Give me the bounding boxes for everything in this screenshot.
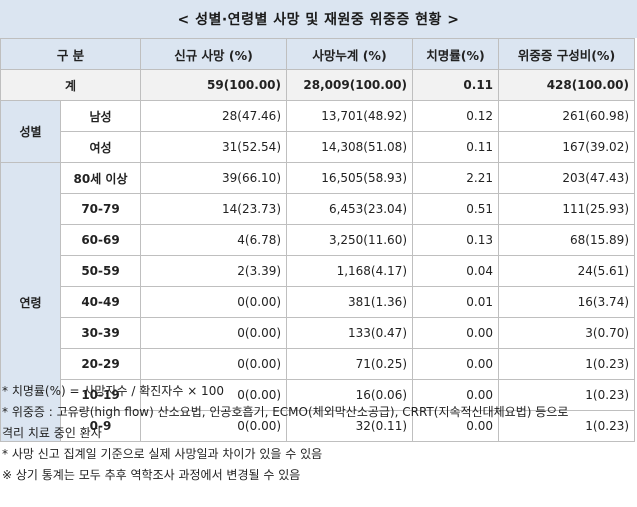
cell-critical: 261(60.98)	[498, 100, 636, 132]
total-cum-deaths: 28,009(100.00)	[286, 69, 414, 101]
cell-critical: 1(0.23)	[498, 410, 636, 442]
footnote-critical-definition: * 위중증 : 고유량(high flow) 산소요법, 인공호흡기, ECMO…	[2, 405, 569, 419]
cell-cum-deaths: 71(0.25)	[286, 348, 414, 380]
total-row: 계 59(100.00) 28,009(100.00) 0.11 428(100…	[0, 69, 636, 101]
total-label: 계	[0, 69, 142, 101]
cell-critical: 111(25.93)	[498, 193, 636, 225]
row-label: 30-39	[59, 317, 142, 349]
total-new-deaths: 59(100.00)	[140, 69, 288, 101]
cell-new-deaths: 39(66.10)	[140, 162, 288, 194]
cell-fatality: 0.11	[412, 131, 500, 163]
header-cum-deaths: 사망누계 (%)	[286, 38, 414, 70]
cell-fatality: 0.13	[412, 224, 500, 256]
cell-cum-deaths: 6,453(23.04)	[286, 193, 414, 225]
row-label: 여성	[59, 131, 142, 163]
group-label-gender: 성별	[0, 100, 61, 163]
cell-fatality: 0.00	[412, 317, 500, 349]
row-label: 70-79	[59, 193, 142, 225]
cell-new-deaths: 0(0.00)	[140, 348, 288, 380]
cell-cum-deaths: 133(0.47)	[286, 317, 414, 349]
cell-fatality: 0.00	[412, 348, 500, 380]
table-row: 연령 80세 이상 39(66.10) 16,505(58.93) 2.21 2…	[0, 162, 636, 442]
cell-new-deaths: 0(0.00)	[140, 286, 288, 318]
table-row: 0-9 0(0.00) 32(0.11) 0.00 1(0.23)	[1, 410, 636, 442]
cell-cum-deaths: 13,701(48.92)	[286, 100, 414, 132]
cell-cum-deaths: 3,250(11.60)	[286, 224, 414, 256]
row-label: 40-49	[59, 286, 142, 318]
cell-cum-deaths: 381(1.36)	[286, 286, 414, 318]
cell-critical: 16(3.74)	[498, 286, 636, 318]
table-row: 성별 남성 28(47.46) 13,701(48.92) 0.12 261(6…	[0, 100, 636, 163]
cell-critical: 1(0.23)	[498, 348, 636, 380]
table-row: 60-69 4(6.78) 3,250(11.60) 0.13 68(15.89…	[1, 224, 636, 256]
cell-fatality: 0.51	[412, 193, 500, 225]
table-row: 20-29 0(0.00) 71(0.25) 0.00 1(0.23)	[1, 348, 636, 380]
table-row: 50-59 2(3.39) 1,168(4.17) 0.04 24(5.61)	[1, 255, 636, 287]
table-row: 30-39 0(0.00) 133(0.47) 0.00 3(0.70)	[1, 317, 636, 349]
row-label: 0-9	[59, 410, 142, 442]
cell-cum-deaths: 1,168(4.17)	[286, 255, 414, 287]
header-new-deaths: 신규 사망 (%)	[140, 38, 288, 70]
cell-critical: 167(39.02)	[498, 131, 636, 163]
cell-new-deaths: 31(52.54)	[140, 131, 288, 163]
table-row: 여성 31(52.54) 14,308(51.08) 0.11 167(39.0…	[1, 131, 636, 163]
cell-critical: 68(15.89)	[498, 224, 636, 256]
table-title: < 성별·연령별 사망 및 재원중 위중증 현황 >	[0, 0, 637, 38]
footnote-subject-to-change: ※ 상기 통계는 모두 추후 역학조사 과정에서 변경될 수 있음	[2, 468, 301, 482]
table-row: 70-79 14(23.73) 6,453(23.04) 0.51 111(25…	[1, 193, 636, 225]
row-label: 남성	[59, 100, 142, 132]
row-label: 20-29	[59, 348, 142, 380]
cell-new-deaths: 14(23.73)	[140, 193, 288, 225]
cell-fatality: 0.04	[412, 255, 500, 287]
header-row: 구 분 신규 사망 (%) 사망누계 (%) 치명률(%) 위중증 구성비(%)	[0, 38, 636, 70]
footnote-report-date: * 사망 신고 집계일 기준으로 실제 사망일과 차이가 있을 수 있음	[2, 447, 323, 461]
cell-new-deaths: 2(3.39)	[140, 255, 288, 287]
row-label: 50-59	[59, 255, 142, 287]
cell-fatality: 0.01	[412, 286, 500, 318]
group-label-age: 연령	[0, 162, 61, 442]
row-label: 80세 이상	[59, 162, 142, 194]
cell-fatality: 2.21	[412, 162, 500, 194]
row-label: 60-69	[59, 224, 142, 256]
footnote-critical-continued: 격리 치료 중인 환자	[2, 426, 102, 440]
cell-new-deaths: 0(0.00)	[140, 317, 288, 349]
row-label: 10-19	[59, 379, 142, 411]
cell-critical: 3(0.70)	[498, 317, 636, 349]
footnotes: * 치명률(%) = 사망자수 / 확진자수 × 100 * 위중증 : 고유량…	[2, 381, 636, 486]
header-category: 구 분	[0, 38, 142, 70]
cell-critical: 24(5.61)	[498, 255, 636, 287]
cell-new-deaths: 0(0.00)	[140, 410, 288, 442]
cell-cum-deaths: 16,505(58.93)	[286, 162, 414, 194]
cell-cum-deaths: 32(0.11)	[286, 410, 414, 442]
cell-new-deaths: 28(47.46)	[140, 100, 288, 132]
cell-new-deaths: 4(6.78)	[140, 224, 288, 256]
table-row: 40-49 0(0.00) 381(1.36) 0.01 16(3.74)	[1, 286, 636, 318]
header-fatality: 치명률(%)	[412, 38, 500, 70]
stats-table: 구 분 신규 사망 (%) 사망누계 (%) 치명률(%) 위중증 구성비(%)…	[0, 38, 636, 442]
cell-fatality: 0.12	[412, 100, 500, 132]
total-critical: 428(100.00)	[498, 69, 636, 101]
total-fatality: 0.11	[412, 69, 500, 101]
cell-critical: 203(47.43)	[498, 162, 636, 194]
cell-cum-deaths: 14,308(51.08)	[286, 131, 414, 163]
footnote-fatality-definition: * 치명률(%) = 사망자수 / 확진자수 × 100	[2, 384, 224, 398]
header-critical: 위중증 구성비(%)	[498, 38, 636, 70]
